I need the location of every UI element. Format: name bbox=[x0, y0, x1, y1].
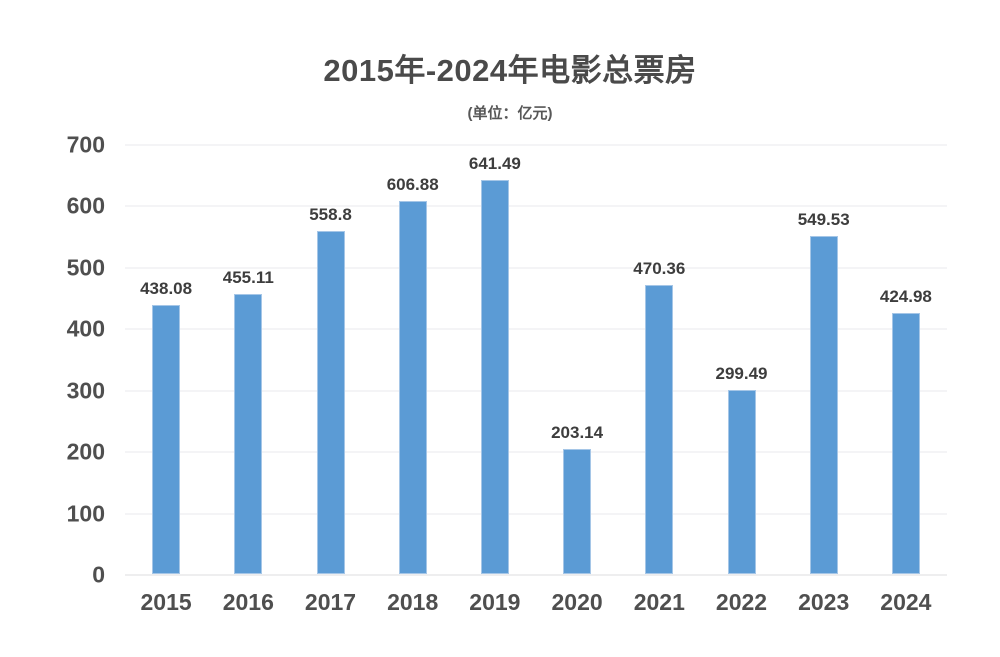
gridline-0 bbox=[125, 574, 947, 576]
gridline-300 bbox=[125, 390, 947, 392]
bar-2015 bbox=[152, 304, 181, 574]
value-label-2017: 558.8 bbox=[309, 204, 352, 224]
bar-2022 bbox=[727, 390, 756, 574]
gridline-700 bbox=[125, 144, 947, 146]
bar-2018 bbox=[398, 201, 427, 574]
x-tick-label-2017: 2017 bbox=[304, 589, 357, 615]
value-label-2018: 606.88 bbox=[386, 175, 439, 195]
y-tick-label-500: 500 bbox=[66, 254, 105, 281]
x-tick-label-2024: 2024 bbox=[880, 589, 932, 615]
gridline-500 bbox=[125, 267, 947, 269]
y-tick-label-400: 400 bbox=[66, 315, 105, 342]
value-label-2023: 549.53 bbox=[797, 210, 850, 230]
value-label-2015: 438.08 bbox=[140, 278, 193, 298]
value-label-2016: 455.11 bbox=[222, 268, 274, 288]
gridline-200 bbox=[125, 451, 947, 453]
x-tick-label-2021: 2021 bbox=[633, 589, 685, 615]
x-tick-label-2023: 2023 bbox=[798, 589, 850, 615]
y-axis: 0 100 200 300 400 500 600 700 bbox=[0, 133, 105, 586]
bar-2016 bbox=[234, 294, 263, 574]
y-tick-label-700: 700 bbox=[66, 131, 105, 158]
bar-2020 bbox=[563, 449, 592, 574]
chart-subtitle: (单位：亿元) bbox=[467, 105, 553, 122]
value-label-2019: 641.49 bbox=[468, 153, 521, 173]
bar-2021 bbox=[645, 285, 674, 574]
gridline-400 bbox=[125, 328, 947, 330]
y-tick-label-300: 300 bbox=[66, 377, 105, 404]
x-tick-label-2022: 2022 bbox=[715, 589, 768, 615]
bar-2019 bbox=[480, 179, 509, 574]
y-tick-label-100: 100 bbox=[66, 500, 105, 527]
x-tick-label-2019: 2019 bbox=[469, 589, 521, 615]
y-tick-label-0: 0 bbox=[92, 561, 105, 588]
x-tick-label-2020: 2020 bbox=[551, 589, 603, 615]
y-tick-label-600: 600 bbox=[66, 192, 105, 219]
bar-2023 bbox=[809, 236, 838, 574]
value-label-2022: 299.49 bbox=[715, 364, 768, 384]
plot-area: 438.08 455.11 558.8 606.88 641.49 203.14 470.3… bbox=[125, 144, 947, 576]
x-tick-label-2018: 2018 bbox=[387, 589, 439, 615]
gridline-100 bbox=[125, 513, 947, 515]
bar-2017 bbox=[316, 230, 345, 574]
x-tick-label-2016: 2016 bbox=[222, 589, 274, 615]
gridline-600 bbox=[125, 205, 947, 207]
value-label-2021: 470.36 bbox=[633, 259, 686, 279]
value-label-2020: 203.14 bbox=[551, 423, 604, 443]
y-tick-label-200: 200 bbox=[66, 438, 105, 465]
x-tick-label-2015: 2015 bbox=[140, 589, 192, 615]
x-axis: 2015 2016 2017 2018 2019 2020 2021 2022 2023 2024 bbox=[125, 575, 947, 635]
bar-2024 bbox=[891, 312, 920, 574]
value-label-2024: 424.98 bbox=[879, 286, 932, 306]
chart-title: 2015年-2024年电影总票房 bbox=[323, 53, 697, 88]
